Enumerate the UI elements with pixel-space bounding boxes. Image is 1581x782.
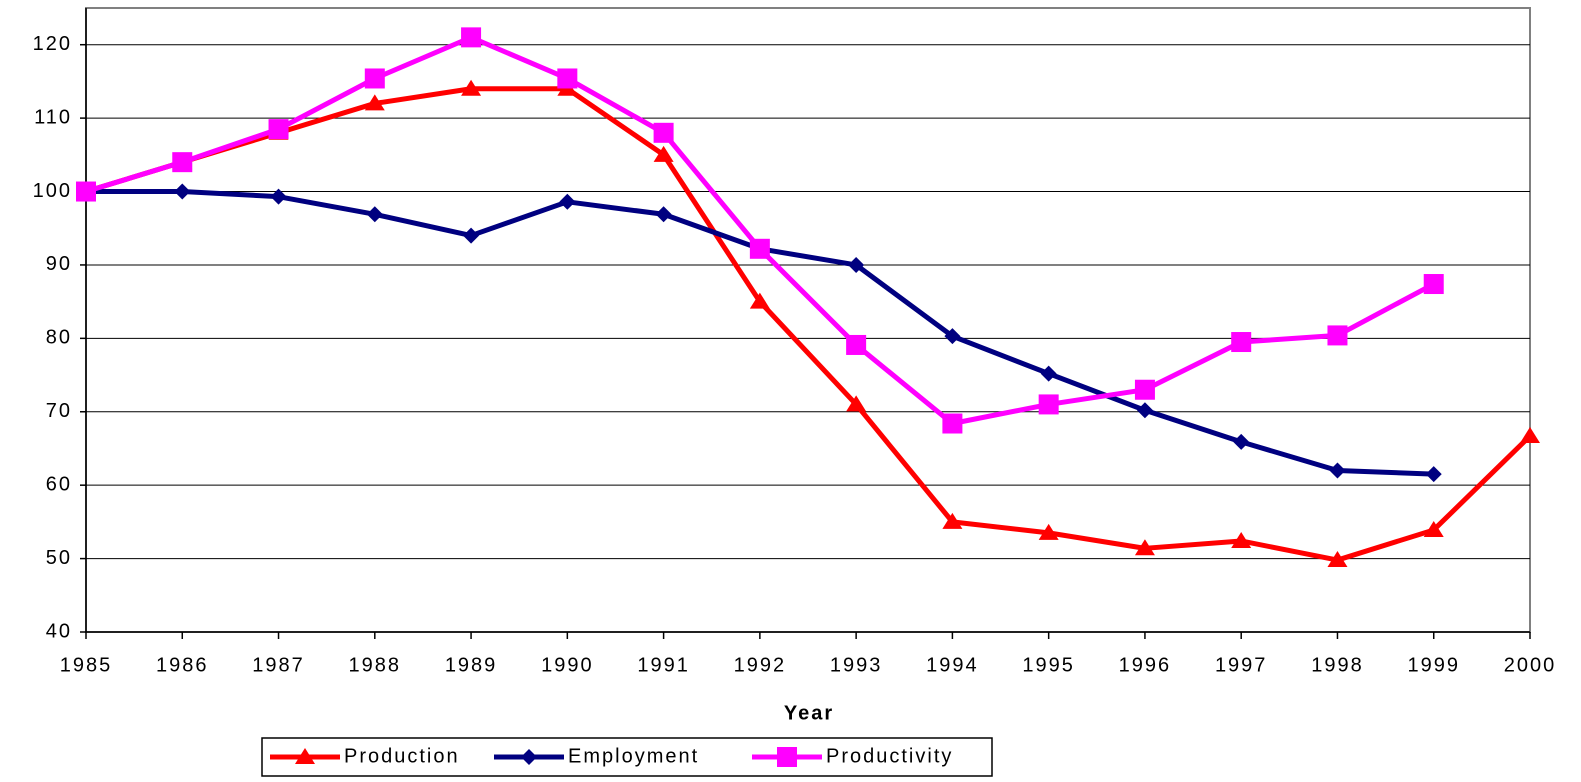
marker xyxy=(76,181,96,202)
marker xyxy=(364,68,385,89)
marker xyxy=(846,395,867,412)
x-tick-label: 1985 xyxy=(60,654,113,676)
x-tick-label: 1997 xyxy=(1215,654,1268,676)
x-tick-label: 1996 xyxy=(1119,654,1172,676)
marker xyxy=(174,183,191,200)
marker xyxy=(557,68,578,89)
marker xyxy=(559,193,576,210)
y-tick-label: 70 xyxy=(46,400,72,422)
marker xyxy=(942,413,963,434)
x-tick-label: 1994 xyxy=(926,654,979,676)
marker xyxy=(1327,325,1348,346)
x-tick-label: 1992 xyxy=(734,654,787,676)
y-tick-label: 110 xyxy=(34,106,72,128)
marker xyxy=(1038,523,1059,540)
marker xyxy=(270,188,287,205)
marker xyxy=(1231,332,1252,353)
legend xyxy=(261,737,993,777)
y-tick-label: 60 xyxy=(46,473,72,495)
marker xyxy=(461,27,482,48)
marker xyxy=(463,227,480,244)
x-tick-label: 1989 xyxy=(445,654,498,676)
marker xyxy=(942,512,963,529)
marker xyxy=(1038,394,1059,415)
legend-label: Production xyxy=(344,745,460,767)
marker xyxy=(295,748,315,764)
y-tick-label: 100 xyxy=(33,180,72,202)
marker xyxy=(461,79,482,96)
marker xyxy=(944,328,961,345)
x-tick-label: 1986 xyxy=(156,654,209,676)
x-tick-label: 1990 xyxy=(541,654,594,676)
series-line xyxy=(85,86,1532,563)
legend-label: Employment xyxy=(568,745,699,767)
x-tick-label: 1995 xyxy=(1022,654,1075,676)
marker xyxy=(1134,539,1155,556)
y-tick-label: 80 xyxy=(46,327,72,349)
y-tick-label: 50 xyxy=(46,547,72,569)
y-tick-label: 90 xyxy=(46,253,72,275)
y-tick-label: 120 xyxy=(33,33,72,55)
marker xyxy=(749,238,770,259)
marker xyxy=(521,749,537,765)
marker xyxy=(1040,365,1057,382)
x-tick-label: 1999 xyxy=(1407,654,1460,676)
x-tick-label: 1993 xyxy=(830,654,883,676)
x-tick-label: 1991 xyxy=(637,654,690,676)
x-tick-label: 2000 xyxy=(1504,654,1557,676)
marker xyxy=(366,206,383,223)
x-tick-label: 1988 xyxy=(349,654,402,676)
marker xyxy=(1423,520,1444,537)
x-tick-label: 1998 xyxy=(1311,654,1364,676)
marker xyxy=(172,152,193,173)
marker xyxy=(1327,551,1348,568)
x-tick-label: 1987 xyxy=(252,654,305,676)
marker xyxy=(848,256,865,273)
marker xyxy=(1136,402,1153,419)
marker xyxy=(1233,433,1250,450)
legend-label: Productivity xyxy=(826,745,953,767)
marker xyxy=(749,292,770,309)
marker xyxy=(1231,531,1252,548)
marker xyxy=(1425,466,1442,483)
x-axis-title: Year xyxy=(784,702,834,724)
marker xyxy=(1329,462,1346,479)
marker xyxy=(846,334,867,355)
series-line xyxy=(85,34,1435,427)
marker xyxy=(1134,379,1155,400)
marker xyxy=(268,119,289,140)
marker xyxy=(653,122,674,143)
marker xyxy=(364,94,385,111)
plot-area xyxy=(85,7,1531,633)
marker xyxy=(777,747,797,767)
marker xyxy=(655,206,672,223)
marker xyxy=(1423,274,1444,295)
marker xyxy=(1520,426,1540,443)
y-tick-label: 40 xyxy=(46,620,72,642)
marker xyxy=(653,145,674,162)
